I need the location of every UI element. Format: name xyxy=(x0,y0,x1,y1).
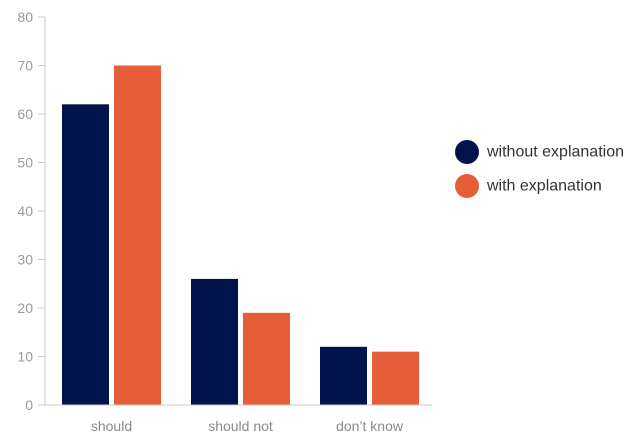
bar-without-explanation-0 xyxy=(62,104,109,406)
bar-without-explanation-2 xyxy=(320,346,367,405)
y-tick-label: 30 xyxy=(17,252,33,268)
y-axis: 0 10 20 30 40 50 60 70 80 xyxy=(17,9,46,413)
legend: without explanation with explanation xyxy=(455,140,624,198)
legend-label: with explanation xyxy=(486,178,602,195)
y-tick-label: 40 xyxy=(17,203,33,219)
legend-swatch xyxy=(455,174,479,198)
y-tick-label: 20 xyxy=(17,300,33,316)
legend-label: without explanation xyxy=(486,144,624,161)
bar-with-explanation-0 xyxy=(114,65,161,405)
y-tick-label: 0 xyxy=(25,397,33,413)
y-tick-label: 80 xyxy=(17,9,33,25)
y-tick-label: 10 xyxy=(17,349,33,365)
x-category-label: don’t know xyxy=(336,418,404,434)
x-axis: should should not don’t know xyxy=(45,404,432,434)
bar-without-explanation-1 xyxy=(191,278,238,405)
legend-swatch xyxy=(455,140,479,164)
bar-group xyxy=(62,65,419,406)
y-tick-label: 70 xyxy=(17,58,33,74)
bar-with-explanation-2 xyxy=(372,351,419,405)
x-category-label: should xyxy=(91,418,132,434)
bar-with-explanation-1 xyxy=(243,312,290,405)
y-tick-label: 60 xyxy=(17,106,33,122)
x-category-label: should not xyxy=(208,418,273,434)
y-tick-label: 50 xyxy=(17,155,33,171)
